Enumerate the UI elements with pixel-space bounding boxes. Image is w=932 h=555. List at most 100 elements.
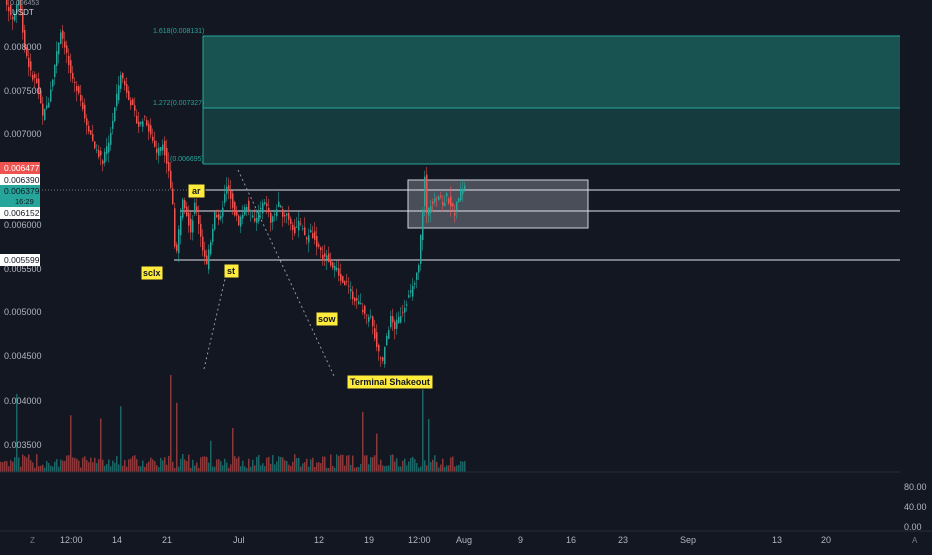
candle-body [42,103,44,116]
annotation-st[interactable]: st [223,263,240,279]
volume-bar [316,462,318,472]
volume-bar [464,461,466,472]
auto-scale-icon[interactable]: A [912,536,918,545]
volume-bar [338,456,340,472]
annotation-sow[interactable]: sow [315,311,339,327]
volume-bar [436,461,438,472]
time-tick: Aug [456,535,472,545]
candle-body [406,304,408,306]
symbol-pair: USDT [12,8,34,17]
volume-bar [166,464,168,472]
volume-bar [90,457,92,472]
candle-body [22,12,24,33]
svg-text:ar: ar [192,186,201,196]
annotation-terminal-shakeout[interactable]: Terminal Shakeout [346,374,434,390]
volume-bar [388,465,390,472]
candle-body [198,215,200,224]
time-tick: 13 [772,535,782,545]
candle-body [380,357,382,359]
volume-bar [24,456,26,472]
volume-bar [82,457,84,472]
candle-body [218,213,220,220]
annotation-ar[interactable]: ar [187,183,206,199]
volume-axis[interactable]: 80.00 40.00 0.00 [904,482,927,532]
level-badge-mid: 0.006152 [0,207,40,219]
candle-body [78,86,80,94]
candle-body [186,206,188,217]
candle-body [372,316,374,327]
candle-body [264,202,266,205]
volume-bar [22,454,24,472]
candle-body [388,329,390,339]
candle-series[interactable] [0,0,466,368]
volume-bar [60,459,62,472]
volume-bar [404,458,406,472]
volume-bar [220,461,222,472]
volume-bar [2,462,4,472]
volume-bar [312,457,314,472]
volume-series [0,374,466,472]
volume-bar [396,458,398,472]
price-tick: 0.006000 [4,220,42,230]
volume-bar [298,457,300,472]
candle-body [196,206,198,213]
candle-body [96,149,98,151]
time-axis[interactable]: 12:00 14 21 Jul 12 19 12:00 Aug 9 16 23 … [60,535,831,545]
volume-bar [150,457,152,472]
price-axis[interactable]: 0.008000 0.007500 0.007000 0.006000 0.00… [4,42,42,450]
volume-bar [292,461,294,472]
candle-body [248,200,250,211]
candle-body [182,199,184,218]
volume-bar [306,458,308,472]
volume-bar [360,463,362,472]
symbol-header[interactable]: 0.006453 USDT [10,0,39,17]
last-price-badge: 0.006477 [0,162,40,174]
svg-text:Terminal Shakeout: Terminal Shakeout [350,377,430,387]
annotation-sclx[interactable]: sclx [140,265,164,281]
fib-extension-tool[interactable]: 1.618(0.008131) 1.272(0.007327) (0.00669… [153,28,900,165]
zoom-icon[interactable]: Z [30,536,35,545]
candle-body [122,72,124,79]
candle-body [116,93,118,107]
candle-body [310,230,312,233]
candle-body [440,195,442,197]
volume-bar [242,460,244,472]
volume-bar [416,463,418,472]
candle-body [12,16,14,20]
candle-body [112,120,114,129]
volume-bar [118,464,120,472]
candle-body [114,107,116,122]
candle-body [130,100,132,106]
volume-bar [260,465,262,472]
candle-body [136,115,138,124]
volume-bar [366,455,368,472]
volume-bar [80,467,82,472]
volume-bar [14,457,16,472]
volume-bar [454,466,456,472]
candle-body [14,13,16,21]
candle-body [192,220,194,233]
candle-body [44,108,46,120]
volume-bar [132,456,134,472]
volume-bar [152,459,154,472]
volume-bar [142,460,144,472]
volume-bar [140,466,142,472]
candle-body [330,259,332,266]
candle-body [446,193,448,197]
volume-bar [282,457,284,472]
volume-bar [326,467,328,472]
volume-bar [72,457,74,472]
candle-body [220,215,222,219]
candle-body [318,244,320,247]
candle-body [206,255,208,265]
volume-bar [272,455,274,472]
volume-bar [182,454,184,472]
volume-bar [456,465,458,472]
candle-body [444,203,446,207]
consolidation-box[interactable] [407,179,589,229]
volume-bar [394,461,396,472]
volume-bar [308,466,310,472]
price-tick: 0.007000 [4,129,42,139]
